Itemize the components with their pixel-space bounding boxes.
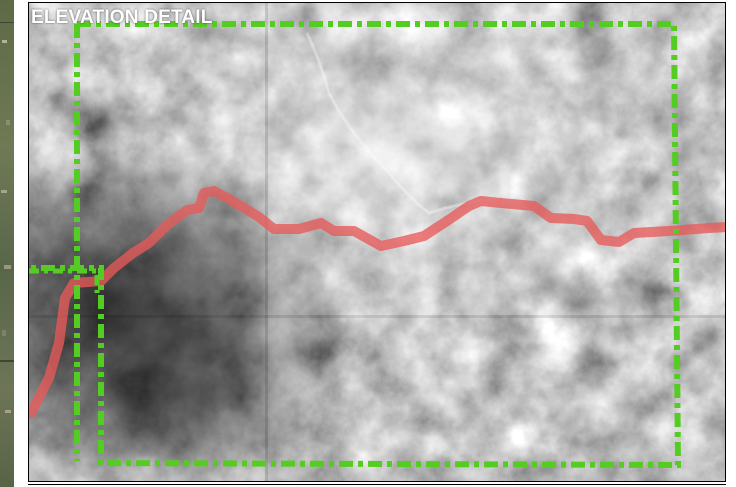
satellite-inset-strip: [0, 0, 14, 487]
study-area-boundary: [29, 21, 682, 469]
route-line: [29, 186, 725, 418]
ridge-highlight: [305, 32, 500, 215]
map-title: ELEVATION DETAIL: [31, 7, 213, 28]
elevation-map-panel: [28, 2, 726, 482]
frame-bottom-rule: [28, 484, 726, 485]
